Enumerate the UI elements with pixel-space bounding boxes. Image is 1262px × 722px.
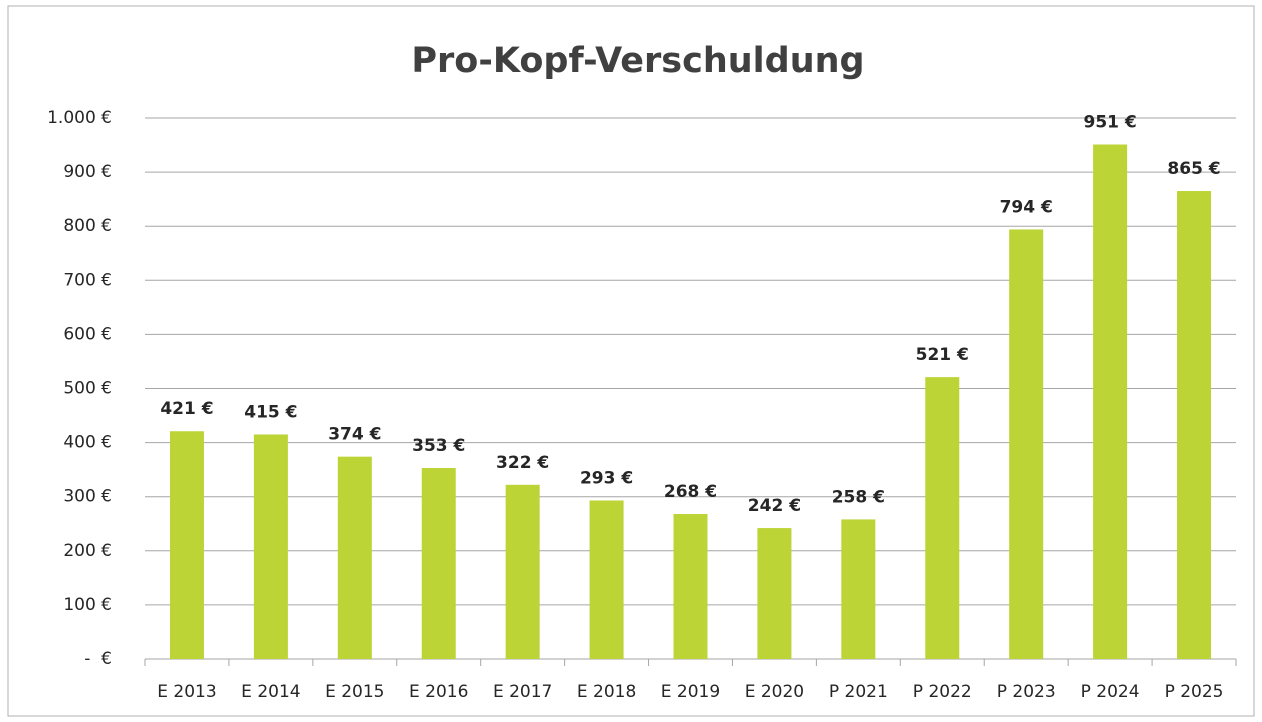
data-label: 353 € xyxy=(412,436,465,456)
bar xyxy=(253,434,288,659)
data-label: 322 € xyxy=(496,453,549,473)
x-tick-label: E 2014 xyxy=(241,682,300,702)
y-tick-label: 800 € xyxy=(63,216,112,236)
x-tick-label: E 2018 xyxy=(577,682,636,702)
chart-frame xyxy=(7,5,1255,717)
x-tick-label: E 2019 xyxy=(661,682,720,702)
bar xyxy=(1009,229,1044,660)
bar xyxy=(421,468,456,659)
y-tick-label: 900 € xyxy=(63,162,112,182)
data-label: 951 € xyxy=(1083,113,1136,133)
data-label: 794 € xyxy=(1000,197,1053,217)
chart-title: Pro-Kopf-Verschuldung xyxy=(411,41,864,81)
bar xyxy=(925,377,960,659)
data-label: 242 € xyxy=(748,496,801,516)
bar xyxy=(841,519,876,659)
x-tick-label: E 2017 xyxy=(493,682,552,702)
y-tick-label: 700 € xyxy=(63,270,112,290)
data-label: 415 € xyxy=(244,402,297,422)
bar xyxy=(337,456,372,659)
bar xyxy=(1177,191,1212,659)
x-tick-label: P 2021 xyxy=(829,682,888,702)
bar xyxy=(673,514,708,659)
data-label: 865 € xyxy=(1167,159,1220,179)
y-tick-label: 1.000 € xyxy=(47,108,112,128)
x-tick-label: E 2020 xyxy=(745,682,804,702)
bar xyxy=(757,528,792,659)
x-tick-label: E 2013 xyxy=(157,682,216,702)
data-label: 268 € xyxy=(664,482,717,502)
y-tick-label: 100 € xyxy=(63,595,112,615)
data-label: 421 € xyxy=(160,399,213,419)
bar xyxy=(169,431,204,659)
x-tick-label: P 2024 xyxy=(1081,682,1140,702)
bar xyxy=(589,500,624,659)
y-tick-label: 300 € xyxy=(63,487,112,507)
y-tick-label: - € xyxy=(84,649,112,669)
x-tick-label: P 2025 xyxy=(1165,682,1224,702)
x-tick-label: E 2015 xyxy=(325,682,384,702)
data-label: 258 € xyxy=(832,487,885,507)
bar xyxy=(505,484,540,659)
y-tick-label: 600 € xyxy=(63,324,112,344)
y-tick-label: 400 € xyxy=(63,433,112,453)
data-label: 374 € xyxy=(328,425,381,445)
y-tick-label: 500 € xyxy=(63,379,112,399)
y-tick-label: 200 € xyxy=(63,541,112,561)
bar xyxy=(1093,144,1128,659)
data-label: 293 € xyxy=(580,468,633,488)
x-tick-label: P 2022 xyxy=(913,682,972,702)
data-label: 521 € xyxy=(916,345,969,365)
x-tick-label: E 2016 xyxy=(409,682,468,702)
x-tick-label: P 2023 xyxy=(997,682,1056,702)
